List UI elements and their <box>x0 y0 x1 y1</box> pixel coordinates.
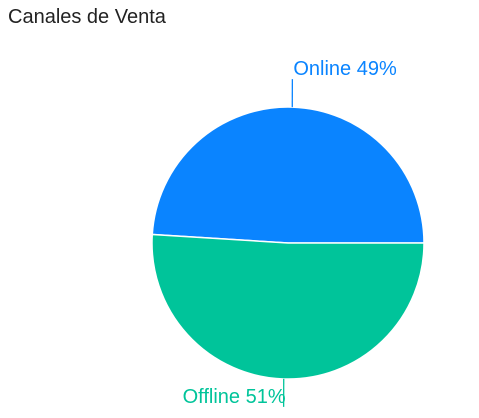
slice-label-online: Online 49% <box>293 58 397 80</box>
chart-title: Canales de Venta <box>8 6 166 28</box>
slice-label-offline: Offline 51% <box>183 386 286 408</box>
pie-slice-offline <box>151 233 425 380</box>
pie-slice-online <box>151 106 425 244</box>
